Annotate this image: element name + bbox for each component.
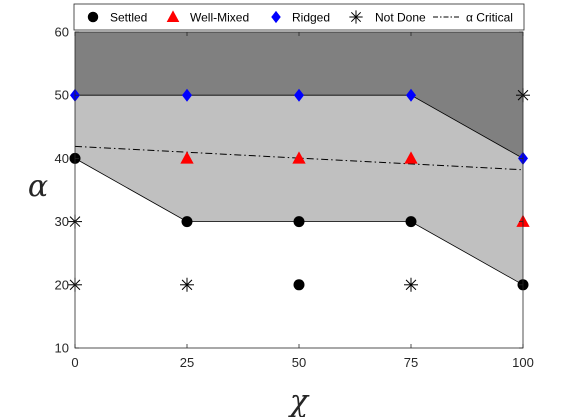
well-mixed-region [75, 95, 523, 285]
x-tick-label-0: 0 [71, 355, 78, 370]
x-tick-label-50: 50 [292, 355, 306, 370]
ridged-point-3 [406, 88, 416, 102]
not-done-point-2 [180, 277, 194, 292]
tick-layer: 0 25 50 75 100 10 20 30 40 50 60 [55, 25, 534, 371]
settled-point-3 [405, 216, 417, 228]
x-tick-label-25: 25 [180, 355, 194, 370]
x-tick-label-75: 75 [404, 355, 418, 370]
legend: Settled Well-Mixed Ridged Not Done α Critica… [73, 3, 525, 31]
ridged-point-2 [294, 88, 304, 102]
settled-point-4 [293, 279, 305, 291]
y-tick-label-10: 10 [55, 341, 69, 356]
legend-item-not-done-swatch [349, 10, 363, 24]
legend-item-ridged-label: Ridged [292, 11, 330, 25]
legend-item-not-done-label: Not Done [375, 11, 426, 25]
ridged-point-1 [182, 88, 192, 102]
legend-item-critical-label: α Critical [466, 11, 513, 25]
y-tick-label-60: 60 [55, 25, 69, 40]
legend-item-ridged-swatch [271, 10, 281, 24]
well-mixed-point-2 [404, 151, 418, 164]
legend-item-well-mixed-swatch [166, 10, 180, 22]
well-mixed-point-1 [292, 151, 306, 164]
x-axis-label: χ [288, 384, 310, 417]
y-tick-label-30: 30 [55, 214, 69, 229]
not-done-point-3 [404, 277, 418, 292]
legend-box [73, 3, 525, 31]
y-tick-label-20: 20 [55, 277, 69, 292]
settled-point-2 [293, 216, 305, 228]
y-axis-label: α [28, 169, 48, 204]
y-tick-label-40: 40 [55, 151, 69, 166]
well-mixed-point-0 [180, 151, 194, 164]
legend-item-settled-label: Settled [110, 11, 147, 25]
legend-item-well-mixed-label: Well-Mixed [190, 11, 249, 25]
x-tick-label-100: 100 [512, 355, 534, 370]
legend-item-settled-swatch [87, 11, 99, 23]
y-tick-label-50: 50 [55, 88, 69, 103]
settled-point-1 [181, 216, 193, 228]
